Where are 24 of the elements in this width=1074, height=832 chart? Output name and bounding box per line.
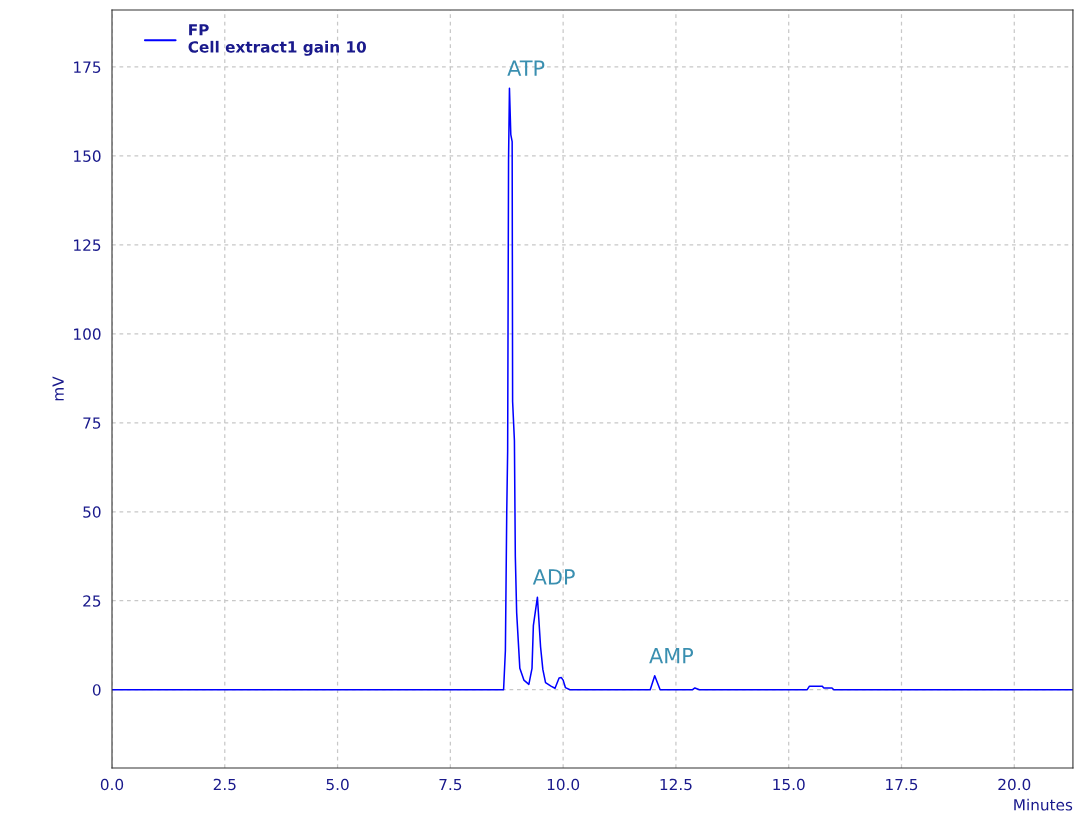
x-tick-label: 17.5 [886, 778, 918, 791]
y-tick-label: 125 [74, 239, 101, 251]
line-series [112, 87, 1073, 691]
y-tick-label: 75 [83, 417, 101, 429]
annotation: AMP [649, 647, 694, 664]
y-tick-label: 0 [92, 684, 101, 696]
y-tick-label: 25 [83, 595, 101, 607]
y-tick-label: 150 [74, 150, 101, 162]
legend-label: FP Cell extract1 gain 10 [188, 24, 366, 56]
x-tick-label: 12.5 [660, 778, 692, 791]
x-axis-title: Minutes [1014, 798, 1073, 811]
y-tick-label: 100 [74, 328, 101, 340]
x-tick-label: 10.0 [547, 778, 580, 791]
x-tick-label: 2.5 [213, 778, 236, 791]
y-axis-title: mV [52, 376, 64, 401]
x-tick-label: 15.0 [773, 778, 805, 791]
y-tick-label: 50 [83, 506, 101, 518]
annotation: ADP [532, 569, 575, 585]
x-tick-label: 7.5 [439, 778, 462, 791]
x-tick-label: 20.0 [998, 778, 1031, 791]
y-tick-label: 175 [74, 61, 101, 73]
x-tick-label: 5.0 [326, 778, 349, 791]
x-tick-label: 0.0 [100, 778, 124, 791]
annotation: ATP [507, 60, 545, 76]
